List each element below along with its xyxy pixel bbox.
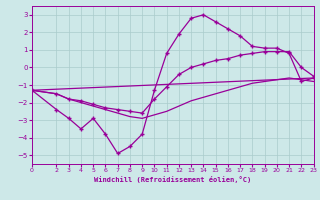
X-axis label: Windchill (Refroidissement éolien,°C): Windchill (Refroidissement éolien,°C) xyxy=(94,176,252,183)
